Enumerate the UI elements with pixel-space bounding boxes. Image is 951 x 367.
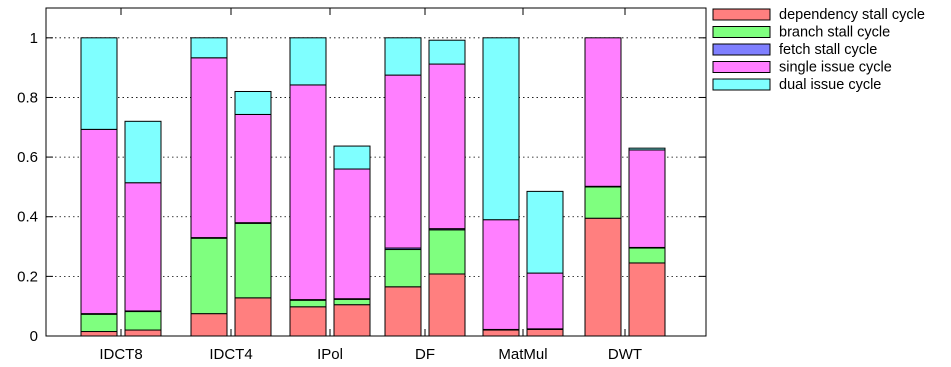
bar-segment-ipol-2-series-1: [333, 298, 371, 306]
plot-frame: [45, 7, 707, 337]
legend-swatch-3: [712, 61, 771, 73]
bar-segment-idct8-1-series-0: [80, 331, 118, 337]
bar-segment-df-2-series-4: [428, 39, 466, 65]
y-tick-label: 1: [30, 30, 38, 47]
bar-segment-ipol-2-series-0: [333, 304, 371, 337]
bar-segment-ipol-2-series-3: [333, 168, 371, 300]
bar-segment-idct8-2-series-0: [124, 329, 162, 337]
bar-segment-ipol-2-series-4: [333, 145, 371, 170]
bar-segment-matmul-2-series-0: [526, 328, 564, 337]
bar-segment-matmul-1-series-0: [482, 329, 520, 337]
legend-swatch-1: [712, 26, 771, 38]
x-tick-label: IPol: [317, 346, 343, 363]
legend-label-4: dual issue cycle: [779, 77, 881, 93]
bar-segment-df-1-series-1: [384, 249, 422, 288]
y-tick-label: 0: [30, 328, 38, 345]
bar-segment-idct4-2-series-0: [234, 297, 272, 337]
x-tick-label: IDCT8: [99, 346, 142, 363]
bar-segment-idct8-2-series-1: [124, 311, 162, 331]
bar-segment-idct4-1-series-0: [190, 313, 228, 337]
legend-label-0: dependency stall cycle: [779, 7, 925, 23]
legend-swatch-4: [712, 78, 771, 91]
bar-segment-ipol-1-series-4: [289, 37, 327, 86]
legend-label-3: single issue cycle: [779, 60, 892, 76]
bar-segment-dwt-2-series-1: [628, 247, 666, 264]
bar-segment-matmul-2-series-3: [526, 272, 564, 330]
legend-label-1: branch stall cycle: [779, 25, 890, 41]
bar-segment-idct4-1-series-4: [190, 37, 228, 59]
bar-segment-dwt-2-series-0: [628, 262, 666, 337]
bar-segment-df-2-series-3: [428, 63, 466, 230]
bar-segment-dwt-1-series-1: [584, 186, 622, 219]
bar-segment-dwt-2-series-3: [628, 149, 666, 248]
bar-segment-matmul-1-series-4: [482, 37, 520, 221]
y-tick-label: 0.6: [17, 149, 38, 166]
bar-segment-dwt-1-series-3: [584, 37, 622, 187]
bar-segment-idct8-2-series-3: [124, 182, 162, 312]
bar-segment-df-1-series-3: [384, 74, 422, 249]
bar-segment-idct4-2-series-4: [234, 90, 272, 115]
y-tick-label: 0.2: [17, 268, 38, 285]
bar-segment-idct4-1-series-3: [190, 57, 228, 239]
bar-segment-ipol-1-series-0: [289, 306, 327, 337]
x-tick-label: IDCT4: [209, 346, 252, 363]
legend-swatch-2: [712, 43, 771, 56]
bar-segment-dwt-1-series-0: [584, 217, 622, 337]
bar-segment-ipol-1-series-1: [289, 299, 327, 308]
bar-segment-idct4-2-series-1: [234, 222, 272, 299]
bar-segment-idct8-1-series-1: [80, 313, 118, 333]
bar-segment-idct8-1-series-4: [80, 37, 118, 130]
bar-segment-matmul-2-series-4: [526, 190, 564, 274]
x-tick-label: DWT: [608, 346, 642, 363]
legend-swatch-0: [712, 8, 771, 21]
bar-segment-df-1-series-4: [384, 37, 422, 76]
bar-segment-df-2-series-1: [428, 229, 466, 275]
bar-segment-ipol-1-series-3: [289, 84, 327, 301]
x-tick-label: DF: [415, 346, 435, 363]
legend-label-2: fetch stall cycle: [779, 42, 877, 58]
y-tick-label: 0.8: [17, 89, 38, 106]
bar-segment-matmul-1-series-3: [482, 219, 520, 330]
bar-segment-df-2-series-0: [428, 273, 466, 337]
bar-segment-df-1-series-0: [384, 286, 422, 337]
bar-segment-idct4-2-series-3: [234, 113, 272, 224]
bar-segment-idct8-1-series-3: [80, 128, 118, 315]
x-tick-label: MatMul: [498, 346, 547, 363]
bar-segment-idct4-1-series-1: [190, 237, 228, 315]
bar-segment-idct8-2-series-4: [124, 120, 162, 184]
bar-segment-dwt-2-series-4: [628, 147, 666, 151]
y-tick-label: 0.4: [17, 209, 38, 226]
